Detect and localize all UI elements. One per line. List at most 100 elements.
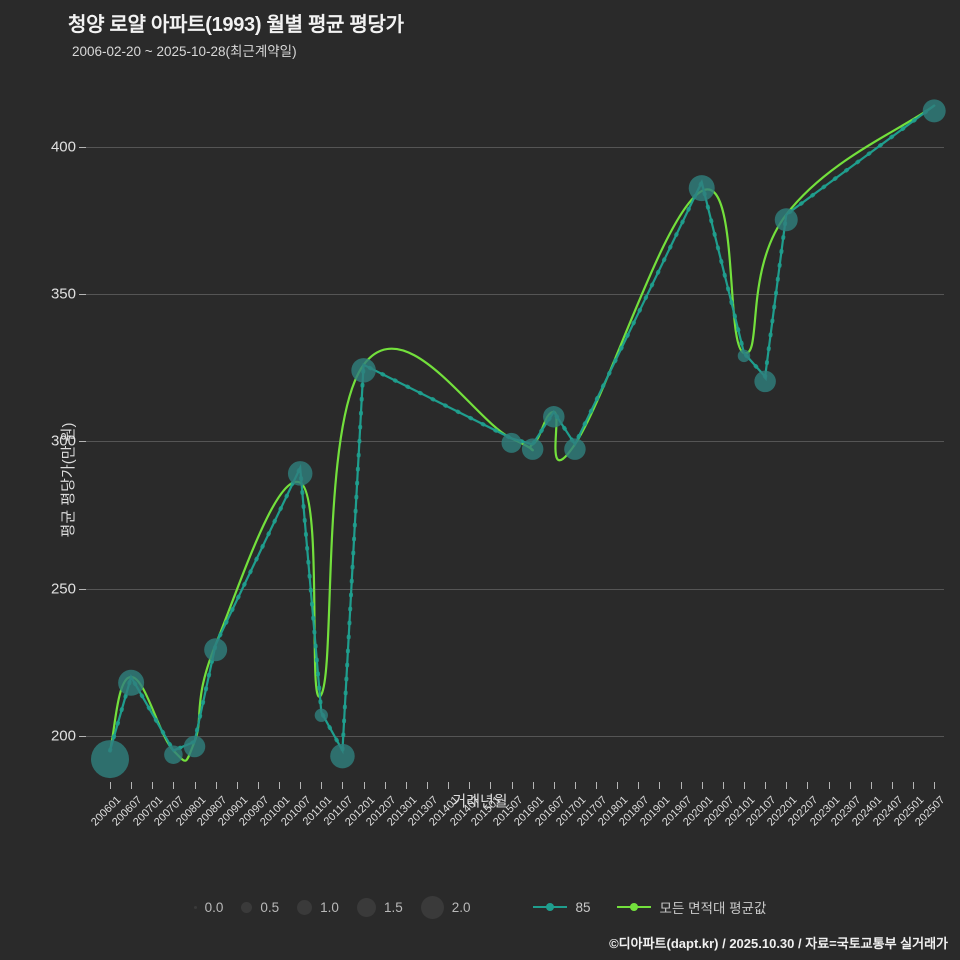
size-legend-label: 0.5	[260, 899, 280, 915]
x-tick-mark	[469, 782, 471, 789]
size-legend-item[interactable]: 0.0	[193, 899, 224, 915]
data-point-bubble[interactable]	[543, 406, 565, 428]
x-tick-mark	[722, 782, 724, 789]
data-point-bubble[interactable]	[314, 708, 328, 722]
data-point-bubble[interactable]	[118, 669, 145, 696]
gridline	[86, 294, 944, 296]
plot-area: 200 250 300 350 400	[51, 88, 946, 780]
y-tick-label: 300	[50, 432, 76, 450]
y-tick-label: 250	[50, 580, 76, 598]
x-tick-mark	[110, 782, 111, 789]
x-tick-mark	[384, 782, 386, 789]
x-tick-mark	[743, 782, 745, 789]
x-tick-mark	[279, 782, 281, 789]
data-point-bubble[interactable]	[521, 438, 544, 460]
x-tick-mark	[849, 782, 851, 789]
size-legend-label: 1.5	[383, 899, 403, 915]
size-legend-item[interactable]: 1.0	[297, 899, 339, 915]
series-line-average	[108, 104, 936, 762]
data-point-bubble[interactable]	[774, 208, 798, 232]
data-point-bubble[interactable]	[204, 638, 228, 662]
data-point-bubble[interactable]	[287, 461, 313, 486]
y-tick-mark	[79, 294, 86, 296]
series-legend-item[interactable]: 모든 면적대 평균값	[616, 897, 767, 917]
x-tick-mark	[342, 782, 344, 789]
series-legend-item[interactable]: 85	[532, 899, 591, 915]
data-point-bubble[interactable]	[330, 743, 355, 769]
x-tick-mark	[194, 782, 196, 789]
y-tick-label: 400	[50, 138, 76, 156]
x-tick-mark	[363, 782, 365, 789]
y-tick-mark	[79, 735, 86, 737]
size-legend-dot-icon	[297, 899, 313, 915]
data-point-bubble[interactable]	[737, 349, 751, 363]
x-tick-mark	[152, 782, 154, 789]
chart-subtitle: 2006-02-20 ~ 2025-10-28(최근계약일)	[72, 44, 297, 59]
series-line-85	[108, 104, 936, 755]
x-axis-ticks: 200601 200607 200701 200707 200801 200807 2009…	[86, 782, 948, 862]
size-legend-label: 0.0	[204, 899, 224, 915]
x-tick-mark	[934, 782, 936, 789]
size-legend: 0.0 0.5 1.0 1.5 2.0	[193, 895, 489, 919]
gridline	[86, 588, 944, 590]
size-legend-dot-icon	[241, 901, 253, 913]
data-point-bubble[interactable]	[501, 432, 522, 453]
x-tick-mark	[257, 782, 259, 789]
footer-credit: ©디아파트(dapt.kr) / 2025.10.30 / 자료=국토교통부 실…	[609, 936, 948, 951]
series-legend-swatch-icon	[616, 900, 651, 914]
size-legend-item[interactable]: 1.5	[356, 897, 403, 917]
data-point-bubble[interactable]	[754, 370, 776, 393]
x-tick-mark	[807, 782, 809, 789]
data-point-bubble[interactable]	[91, 740, 129, 779]
x-tick-mark	[828, 782, 830, 789]
x-tick-mark	[659, 782, 661, 789]
x-tick-mark	[215, 782, 217, 789]
x-tick-mark	[173, 782, 175, 789]
size-legend-dot-icon	[356, 897, 376, 917]
x-tick-mark	[532, 782, 534, 789]
x-tick-mark	[405, 782, 407, 789]
data-point-bubble[interactable]	[351, 358, 376, 383]
x-tick-mark	[321, 782, 323, 789]
x-tick-mark	[426, 782, 428, 789]
x-tick-mark	[236, 782, 238, 789]
size-legend-label: 1.0	[320, 899, 339, 915]
y-tick-label: 200	[50, 727, 76, 745]
x-axis-title: 거래년월	[452, 793, 508, 810]
y-tick-mark	[79, 146, 86, 148]
series-legend: 85 모든 면적대 평균값	[532, 897, 767, 917]
x-tick-mark	[617, 782, 619, 789]
x-tick-mark	[448, 782, 450, 789]
size-legend-dot-icon	[420, 895, 444, 919]
series-legend-label: 모든 면적대 평균값	[659, 901, 767, 916]
series-legend-label: 85	[575, 899, 591, 915]
legend: 0.0 0.5 1.0 1.5 2.0 85 모든 면적대 평균값	[0, 892, 960, 922]
data-point-bubble[interactable]	[688, 175, 715, 202]
data-point-bubble[interactable]	[564, 438, 586, 460]
series-lines	[91, 99, 946, 779]
series-legend-swatch-icon	[532, 900, 567, 914]
data-point-bubble[interactable]	[922, 99, 946, 123]
x-tick-mark	[131, 782, 133, 789]
y-tick-label: 350	[50, 285, 76, 303]
x-tick-mark	[574, 782, 576, 789]
x-tick-mark	[701, 782, 703, 789]
x-tick-mark	[891, 782, 893, 789]
x-tick-mark	[870, 782, 872, 789]
size-legend-label: 2.0	[451, 899, 471, 915]
y-tick-mark	[79, 588, 86, 590]
x-tick-mark	[786, 782, 788, 789]
gridline	[86, 146, 944, 148]
size-legend-item[interactable]: 0.5	[241, 900, 279, 915]
data-point-bubble[interactable]	[164, 745, 183, 764]
x-tick-mark	[913, 782, 915, 789]
gridline	[86, 735, 944, 737]
x-tick-mark	[638, 782, 640, 789]
x-tick-mark	[553, 782, 555, 789]
size-legend-dot-icon	[193, 905, 197, 909]
size-legend-item[interactable]: 2.0	[420, 895, 471, 919]
y-tick-mark	[79, 441, 86, 443]
x-tick-mark	[680, 782, 682, 789]
data-point-bubble[interactable]	[183, 735, 206, 758]
